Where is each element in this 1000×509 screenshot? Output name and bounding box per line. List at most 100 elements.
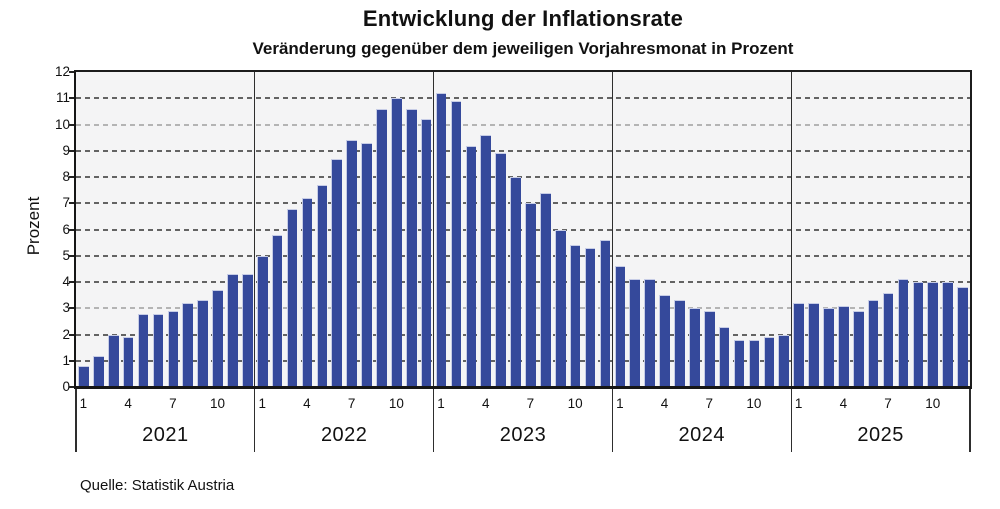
bar-2021-12 <box>242 274 253 387</box>
x-axis-month-label: 7 <box>169 396 177 411</box>
bar-2021-07 <box>167 310 179 387</box>
x-axis-month-label: 7 <box>526 396 535 411</box>
y-axis-tick <box>69 123 75 126</box>
bar-2022-07 <box>346 140 357 387</box>
year-separator <box>790 71 792 452</box>
x-axis-year-label: 2022 <box>320 424 368 446</box>
gridline-7 <box>76 202 970 205</box>
y-axis-tick <box>69 176 75 178</box>
y-axis-tick-label: 11 <box>55 90 70 106</box>
x-axis-month-label: 10 <box>210 396 226 411</box>
bar-2023-02 <box>450 100 462 387</box>
bar-2024-01 <box>614 266 626 387</box>
x-axis-year-label: 2023 <box>499 424 547 446</box>
bar-2022-12 <box>420 119 432 387</box>
bar-2025-06 <box>867 300 879 387</box>
x-axis-month-label: 7 <box>884 396 892 411</box>
bar-2024-11 <box>763 337 775 387</box>
bar-2021-03 <box>107 334 119 387</box>
bar-2022-09 <box>376 108 387 387</box>
y-axis-tick <box>69 97 75 100</box>
x-axis-month-label: 4 <box>481 396 490 411</box>
bar-2024-04 <box>659 295 670 387</box>
gridline-1 <box>76 359 970 362</box>
bar-2022-05 <box>316 184 328 387</box>
bar-2023-11 <box>584 247 596 387</box>
gridline-3 <box>76 307 970 310</box>
bar-2022-11 <box>405 108 417 387</box>
bar-2025-03 <box>823 308 834 387</box>
x-axis-month-label: 1 <box>258 396 266 411</box>
y-axis-tick-label: 3 <box>62 300 70 316</box>
bar-2025-02 <box>808 303 819 387</box>
bar-2024-08 <box>718 326 730 387</box>
bar-2021-02 <box>93 355 104 387</box>
year-separator <box>254 71 256 452</box>
y-axis-tick <box>69 71 75 73</box>
y-axis-tick-label: 9 <box>62 142 70 158</box>
bar-2025-09 <box>912 282 924 387</box>
bar-2022-01 <box>256 255 268 387</box>
bar-2025-04 <box>838 305 849 387</box>
y-axis-tick-label: 0 <box>62 379 70 394</box>
y-axis-tick-label: 7 <box>62 195 70 211</box>
x-axis-month-label: 7 <box>347 396 356 411</box>
x-axis-year-label: 2025 <box>857 424 904 446</box>
bar-2024-07 <box>703 310 715 387</box>
bar-2021-08 <box>182 303 194 387</box>
y-axis-tick-label: 8 <box>62 169 70 184</box>
bar-2025-08 <box>897 279 909 387</box>
y-axis-tick <box>69 281 75 283</box>
bar-2025-10 <box>927 282 939 387</box>
bar-2025-05 <box>852 310 864 387</box>
y-axis-tick-label: 2 <box>62 326 70 342</box>
bar-2023-06 <box>510 177 521 387</box>
bar-2021-04 <box>122 337 134 387</box>
axis-edge-line <box>969 387 971 452</box>
gridline-9 <box>76 149 970 152</box>
gridline-10 <box>76 123 970 126</box>
chart-header: Entwicklung der Inflationsrate Veränderu… <box>76 6 970 59</box>
bar-2023-03 <box>465 145 477 387</box>
bar-2022-06 <box>331 158 343 387</box>
bar-2021-01 <box>78 366 89 387</box>
bar-2021-05 <box>137 313 149 387</box>
bar-2023-01 <box>435 93 447 387</box>
gridline-11 <box>76 97 970 100</box>
gridline-5 <box>76 254 970 257</box>
bar-2025-12 <box>957 287 968 387</box>
x-axis-month-label: 4 <box>839 396 848 411</box>
year-separator <box>432 71 435 452</box>
bar-2021-09 <box>197 300 208 387</box>
bar-2022-04 <box>301 198 313 387</box>
x-axis-month-label: 4 <box>124 396 132 411</box>
y-axis-tick-label: 12 <box>54 64 70 79</box>
bar-2021-10 <box>212 289 223 387</box>
gridline-6 <box>76 228 970 231</box>
bar-2024-09 <box>733 339 745 387</box>
bar-2022-08 <box>361 142 372 387</box>
bar-2024-02 <box>629 279 641 387</box>
bar-2022-10 <box>391 98 402 387</box>
bar-2022-02 <box>271 234 283 387</box>
bar-2025-01 <box>793 303 804 387</box>
x-axis-month-label: 10 <box>388 396 404 411</box>
gridline-8 <box>76 176 970 178</box>
bar-2022-03 <box>286 208 298 387</box>
x-axis-month-label: 1 <box>79 396 88 411</box>
axis-edge-line <box>75 387 77 452</box>
x-axis-month-label: 1 <box>794 396 803 411</box>
y-axis-tick-label: 4 <box>62 274 70 289</box>
x-axis-month-label: 10 <box>567 396 583 411</box>
year-separator <box>611 71 614 452</box>
bar-2024-06 <box>689 308 700 387</box>
bar-2023-05 <box>495 153 506 387</box>
bar-2023-09 <box>554 229 566 387</box>
chart-title: Entwicklung der Inflationsrate <box>362 6 684 31</box>
x-axis-year-label: 2021 <box>142 424 189 446</box>
bar-2023-10 <box>569 245 581 387</box>
y-axis-tick <box>69 254 75 257</box>
x-axis-month-label: 7 <box>705 396 713 411</box>
y-axis-tick <box>69 149 75 152</box>
bar-2021-06 <box>152 313 164 387</box>
